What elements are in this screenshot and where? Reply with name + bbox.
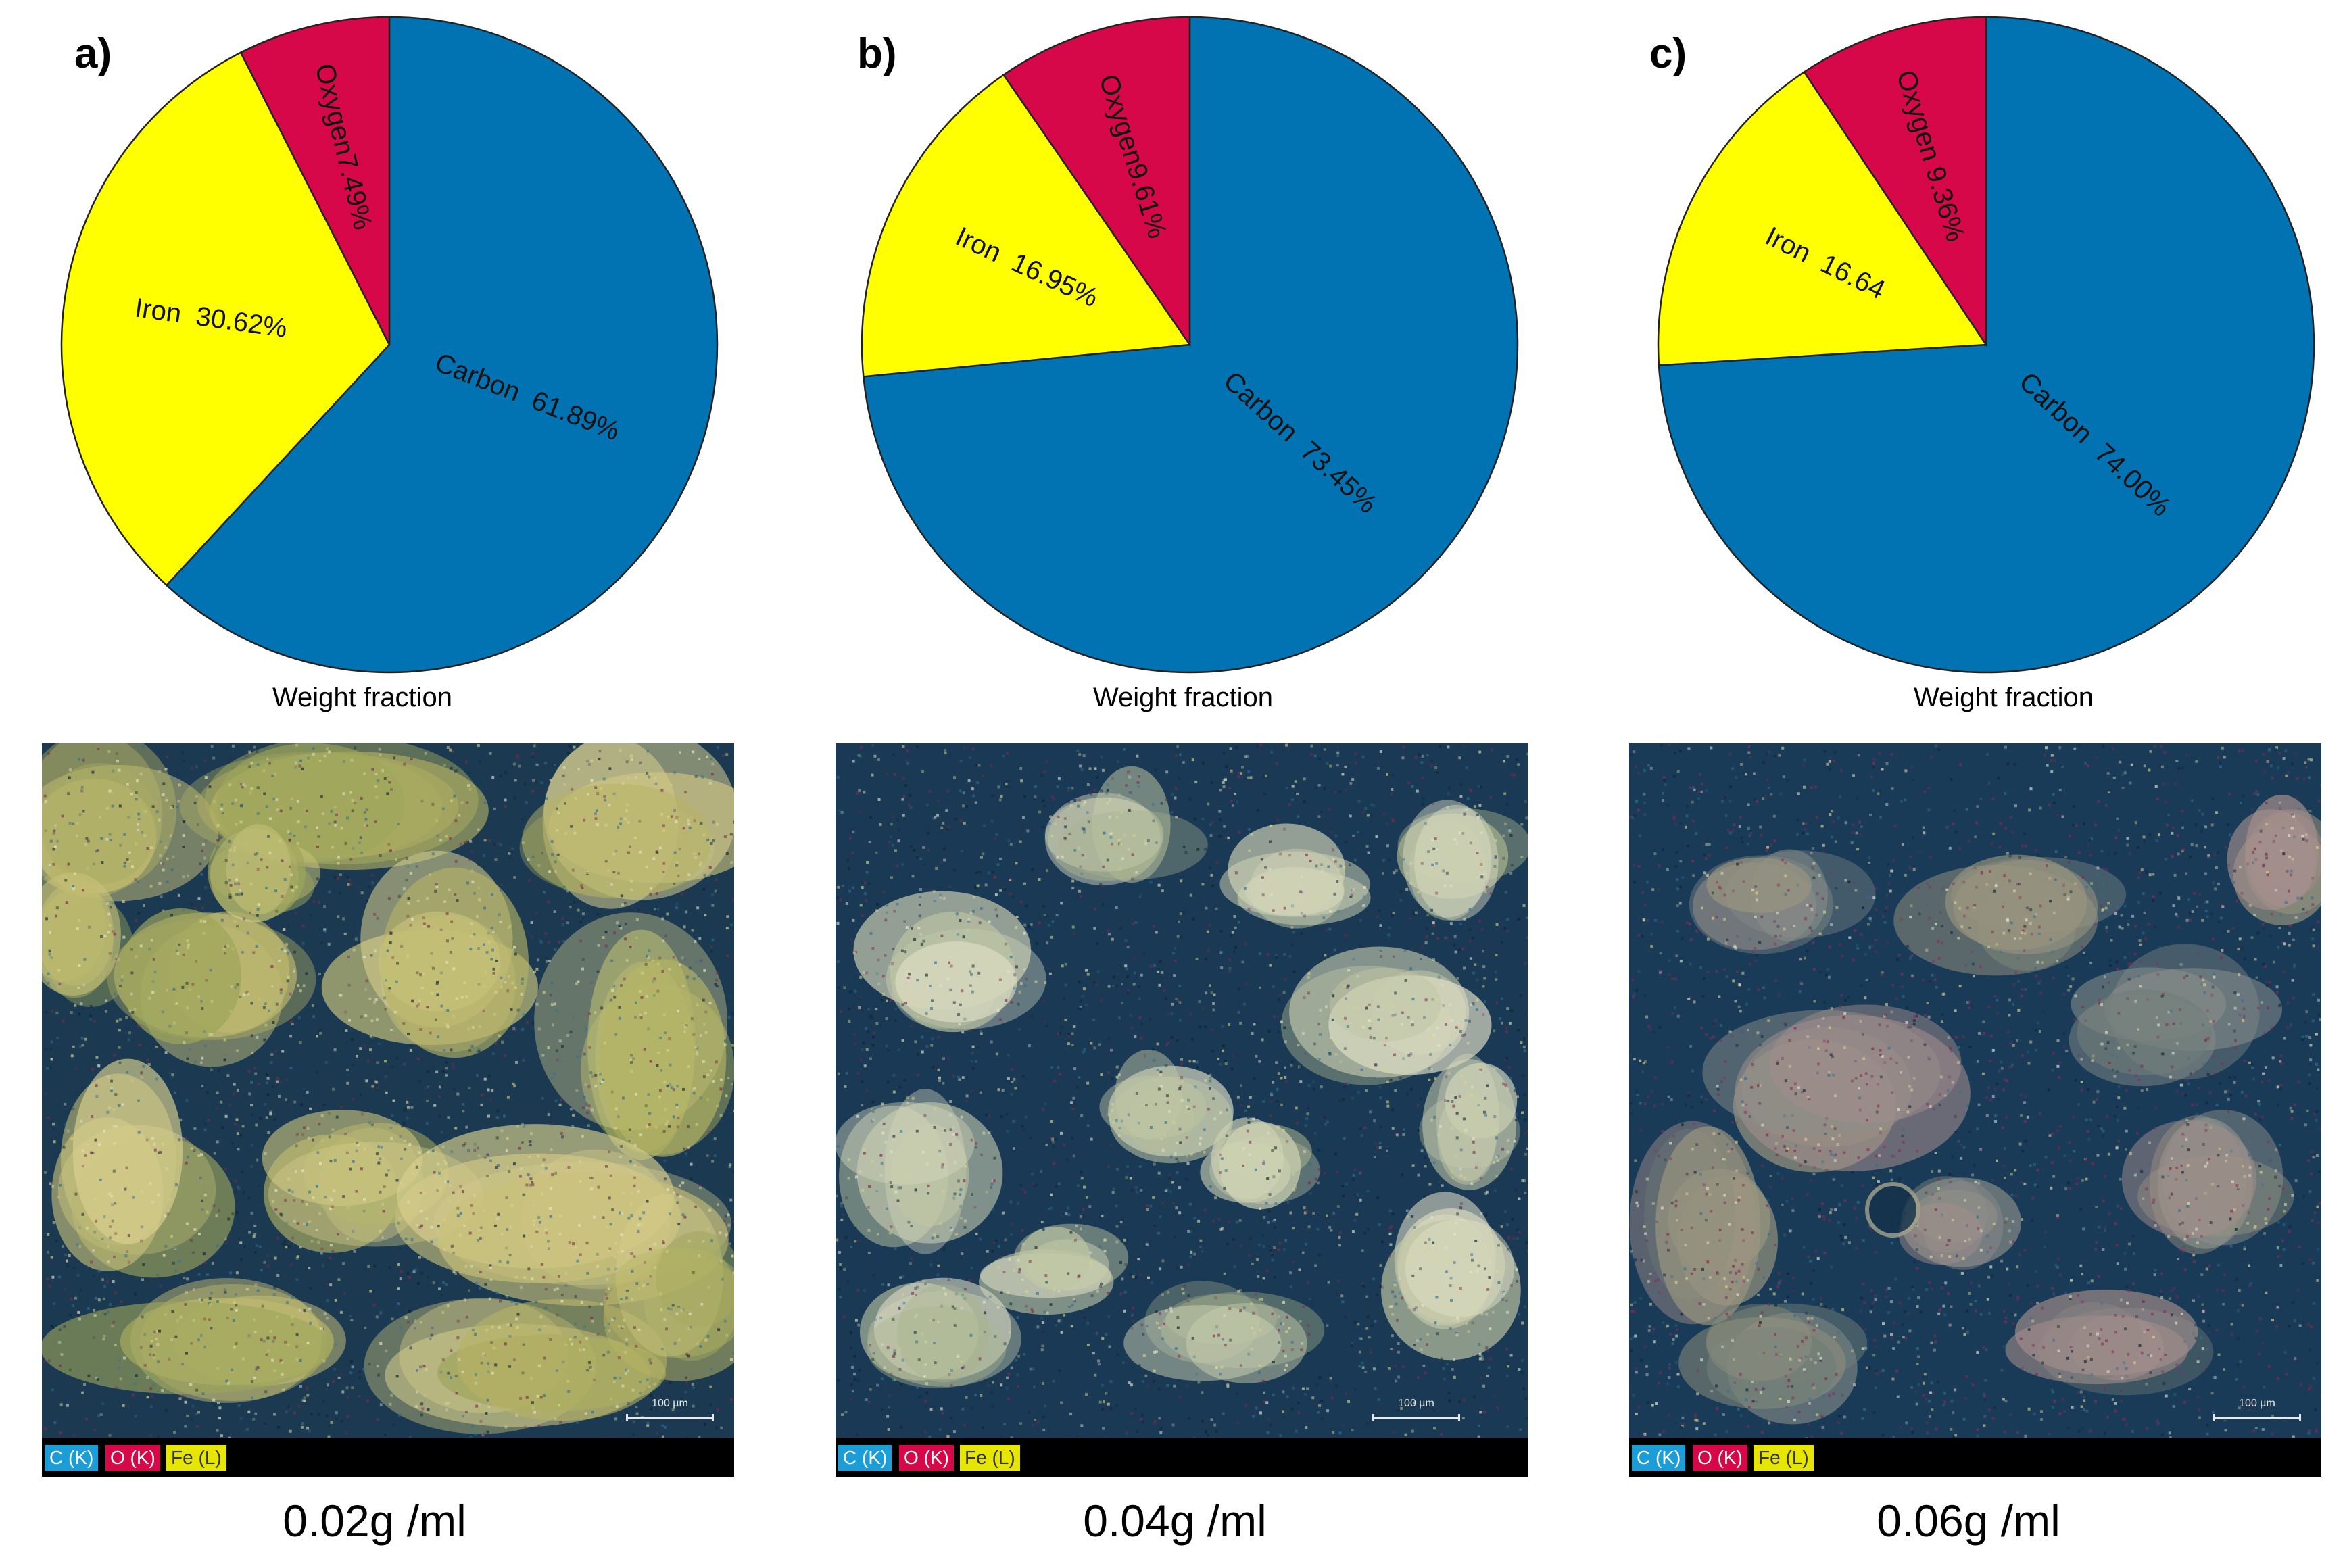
scale-label: 100 µm xyxy=(2239,1398,2275,1409)
pie-slice-iron xyxy=(60,51,391,587)
legend-oxygen: O (K) xyxy=(1693,1445,1747,1471)
scale-bar: 100 µm xyxy=(626,1398,714,1425)
map-noise xyxy=(43,743,734,1438)
pie-chart-a: Carbon 61.89%Iron 30.62%Oxygen7.49% xyxy=(60,16,719,674)
eds-map-image xyxy=(836,743,1528,1438)
concentration-label-b: 0.04g /ml xyxy=(1083,1496,1267,1546)
map-noise xyxy=(836,743,1528,1438)
scale-bar: 100 µm xyxy=(2213,1398,2301,1425)
pie-caption-c: Weight fraction xyxy=(1913,683,2094,712)
concentration-label-c: 0.06g /ml xyxy=(1877,1496,2060,1546)
pie-slice-oxygen xyxy=(239,16,391,345)
legend-carbon: C (K) xyxy=(1632,1445,1686,1471)
legend-oxygen: O (K) xyxy=(899,1445,954,1471)
eds-map-a: 100 µm C (K) O (K) Fe (L) xyxy=(42,743,734,1477)
pie-caption-b: Weight fraction xyxy=(1092,683,1274,712)
legend-carbon: C (K) xyxy=(838,1445,892,1471)
pie-slice-iron xyxy=(861,74,1192,378)
scale-label: 100 µm xyxy=(652,1398,688,1409)
pie-slice-iron xyxy=(1657,70,1988,366)
panel-label-b: b) xyxy=(857,30,897,77)
scale-bar: 100 µm xyxy=(1372,1398,1460,1425)
map-pore xyxy=(1865,1182,1920,1238)
element-legend: C (K) O (K) Fe (L) xyxy=(42,1438,734,1477)
panel-label-a: a) xyxy=(74,30,112,77)
pie-slice-oxygen xyxy=(1002,16,1191,348)
pie-slice-carbon xyxy=(165,16,719,674)
eds-map-c: 100 µm C (K) O (K) Fe (L) xyxy=(1629,743,2321,1477)
legend-oxygen: O (K) xyxy=(105,1445,160,1471)
concentration-label-a: 0.02g /ml xyxy=(283,1496,466,1546)
map-iron-regions xyxy=(42,743,734,1434)
legend-iron: Fe (L) xyxy=(166,1445,226,1471)
map-noise xyxy=(1629,743,2321,1438)
map-iron-regions xyxy=(836,766,1528,1388)
element-legend: C (K) O (K) Fe (L) xyxy=(836,1438,1528,1477)
pie-chart-b: Carbon 73.45%Iron 16.95%Oxygen9.61% xyxy=(861,16,1519,674)
scale-label: 100 µm xyxy=(1398,1398,1434,1409)
eds-map-b: 100 µm C (K) O (K) Fe (L) xyxy=(836,743,1528,1477)
legend-carbon: C (K) xyxy=(45,1445,99,1471)
element-legend: C (K) O (K) Fe (L) xyxy=(1629,1438,2321,1477)
panel-label-c: c) xyxy=(1649,30,1687,77)
eds-map-image xyxy=(42,743,734,1438)
pie-slice-oxygen xyxy=(1803,16,1987,348)
pie-caption-a: Weight fraction xyxy=(272,683,453,712)
legend-iron: Fe (L) xyxy=(1754,1445,1814,1471)
eds-map-image xyxy=(1629,743,2321,1438)
legend-iron: Fe (L) xyxy=(960,1445,1020,1471)
